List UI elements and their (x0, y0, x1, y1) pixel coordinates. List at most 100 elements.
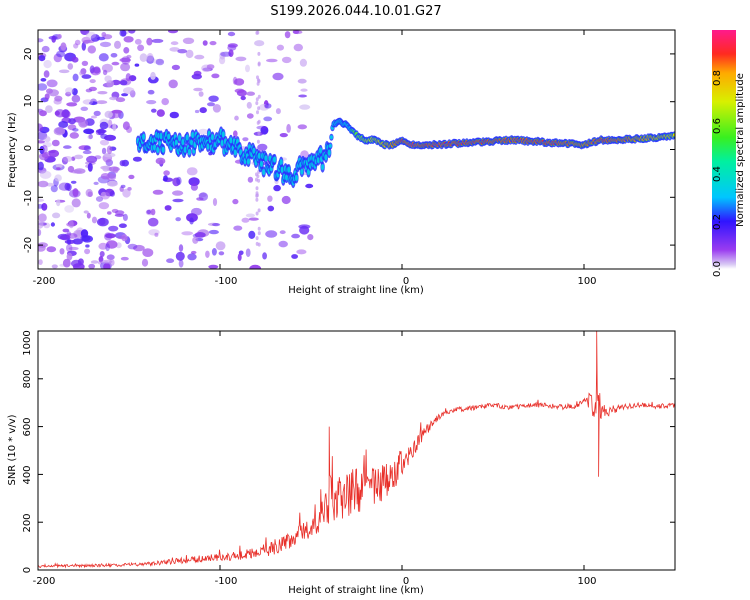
spectrogram-blob (104, 134, 116, 141)
spectrogram-blob (171, 64, 180, 71)
ridge-mid (324, 154, 328, 161)
spectrogram-blob (111, 109, 123, 114)
spectrogram-blob (291, 254, 298, 259)
spectrogram-blob (146, 37, 153, 46)
spectrogram-blob (99, 139, 110, 146)
spectrogram-blob (257, 208, 261, 213)
spectrogram-blob (265, 230, 278, 238)
spectrogram-blob (71, 88, 78, 96)
spectrogram-blob (38, 229, 42, 236)
spectrogram-blob (89, 79, 96, 84)
spectrogram-blob (98, 217, 106, 226)
spectrogram-blob (62, 258, 71, 268)
spectrogram-blob (107, 180, 118, 187)
spectrogram-blob (199, 107, 207, 114)
spectrogram-blob (100, 191, 107, 197)
spectrogram-blob (84, 41, 89, 45)
ridge-mid (229, 137, 233, 144)
spectrogram-blob (102, 165, 110, 172)
spectrogram-blob (293, 43, 303, 52)
spectrogram-blob (208, 95, 219, 102)
spectrogram-blob (246, 91, 255, 96)
snr-series-line (38, 331, 675, 569)
spectrogram-blob (278, 240, 288, 248)
spectrogram-blob (103, 152, 116, 158)
spectrogram-blob (255, 101, 259, 106)
spectrogram-blob (73, 43, 79, 49)
spectrogram-blob (240, 95, 246, 101)
spectrogram-blob (248, 230, 256, 239)
colorbar-tick-label: 0.8 (712, 70, 723, 86)
spectrogram-blob (212, 198, 218, 206)
spectrogram-blob (90, 260, 99, 264)
x-axis-label: Height of straight line (km) (288, 285, 424, 296)
spectrogram-blob (55, 163, 63, 168)
ridge-mid (187, 149, 191, 156)
x-tick-label: -100 (215, 576, 238, 587)
y-tick-label: 400 (22, 465, 33, 484)
ridge-mid (181, 139, 185, 146)
spectrogram-blob (51, 139, 60, 147)
spectrogram-blob (63, 145, 72, 149)
spectrogram-blob (38, 213, 47, 222)
spectrogram-blob (262, 252, 267, 260)
ridge-mid (279, 159, 283, 166)
x-tick-label: -200 (33, 276, 56, 287)
spectrogram-blob (73, 168, 86, 174)
spectrogram-blob (114, 213, 125, 217)
spectrogram-blob (45, 105, 53, 113)
spectrogram-blob (80, 106, 89, 112)
spectrogram-blob (242, 137, 249, 142)
spectrogram-blob (83, 128, 95, 135)
spectrogram-blob (57, 34, 62, 39)
spectrogram-blob (152, 189, 164, 195)
spectrogram-panel: -200 -100 0 100 Height of straight line … (7, 29, 676, 296)
ridge-mid (221, 131, 225, 138)
spectrogram-blob (128, 174, 135, 180)
spectrogram-blob (93, 66, 101, 74)
spectrogram-blob (71, 94, 81, 103)
spectrogram-blob (247, 176, 254, 183)
spectrogram-blob (257, 143, 268, 151)
spectrogram-blob (156, 109, 165, 117)
spectrogram-blob (293, 30, 303, 35)
spectrogram-blob (275, 108, 281, 115)
spectrogram-blob (81, 74, 92, 79)
spectrogram-blob (186, 167, 198, 176)
spectrogram-blob (255, 191, 259, 196)
spectrogram-blob (257, 106, 261, 111)
ridge-mid (190, 139, 194, 146)
ridge-mid (178, 135, 182, 142)
ridge-mid (252, 147, 256, 154)
spectrogram-blob (72, 128, 79, 132)
spectrogram-blob (190, 183, 198, 191)
spectrogram-blob (38, 161, 44, 171)
spectrogram-blob (257, 94, 261, 99)
spectrogram-blob (98, 242, 108, 250)
spectrogram-blob (182, 37, 195, 44)
colorbar-tick-label: 0.0 (712, 261, 723, 277)
spectrogram-blob (38, 38, 44, 43)
spectrogram-blob (276, 44, 284, 51)
spectrogram-blob (218, 251, 225, 256)
spectrogram-blob (74, 154, 84, 160)
spectrogram-blob (93, 110, 101, 117)
spectrogram-blob (246, 101, 252, 109)
spectrogram-blob (81, 36, 91, 44)
y-tick-label: 600 (22, 417, 33, 436)
spectrogram-blob (38, 123, 43, 132)
spectrogram-blob (105, 243, 110, 252)
spectrogram-blob (257, 119, 261, 124)
spectrogram-blob (118, 223, 127, 228)
spectrogram-blob (38, 55, 46, 62)
ridge-mid (257, 152, 261, 159)
spectrogram-blob (307, 234, 314, 241)
spectrogram-blob (56, 50, 66, 58)
spectrogram-blob (62, 228, 70, 233)
spectrogram-blob (54, 95, 63, 102)
spectrogram-blob (121, 234, 128, 242)
spectrogram-blob (72, 73, 79, 82)
spectrogram-blob (211, 73, 220, 79)
spectrogram-blob (123, 87, 135, 95)
colorbar-gradient (712, 30, 736, 269)
